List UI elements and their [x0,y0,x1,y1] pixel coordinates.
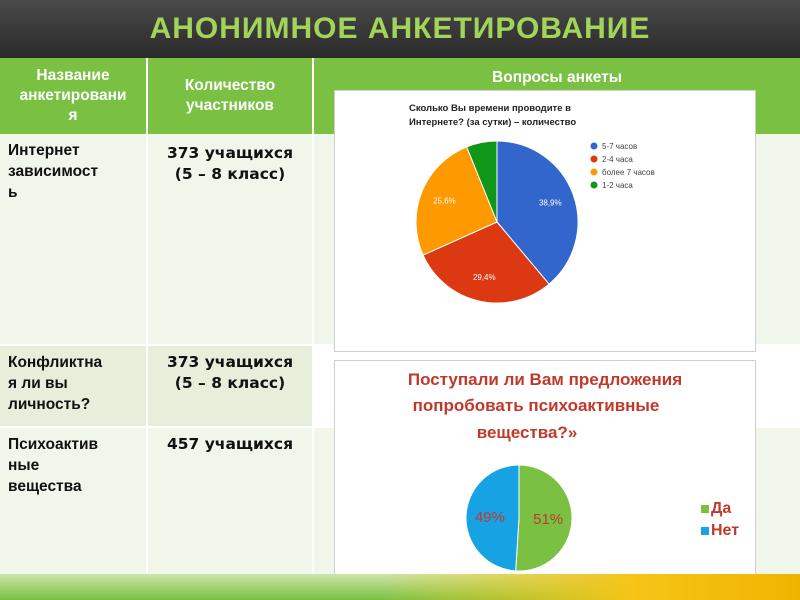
legend-marker [590,155,598,163]
legend-marker [701,527,709,535]
survey-name-line: ь [8,184,18,201]
legend-label: 5-7 часов [602,142,637,151]
pie-data-label: 38,9% [539,198,562,207]
chart-title: Сколько Вы времени проводите в [409,103,571,114]
pie-slice-0 [515,464,573,572]
header-name-column: Название анкетировани я [0,58,146,134]
header-count-column: Количество участников [148,58,312,134]
survey-name-line: Интернет [8,142,80,159]
legend-marker [701,505,709,513]
legend-label: Нет [711,522,739,539]
slide-title: АНОНИМНОЕ АНКЕТИРОВАНИЕ [149,12,651,45]
legend-marker [590,142,598,150]
row-divider [0,344,314,346]
header-count-line: участников [186,97,274,114]
participants-line: 373 учащихся [166,144,294,162]
header-questions-label: Вопросы анкеты [492,69,622,86]
header-name-line: я [68,107,78,124]
survey-name: Интернет зависимост ь [8,140,146,203]
participants-line: (5 – 8 класс) [174,374,286,392]
title-bar [0,0,800,58]
pie-slice-2 [415,146,498,256]
column-divider [146,58,148,574]
participants-line: 457 учащихся [166,435,294,453]
header-name-line: Название [36,67,110,84]
header-name-line: анкетировани [19,87,127,104]
survey-name-line: зависимост [8,163,99,180]
survey-name: Психоактив ные вещества [8,434,146,497]
legend-label: более 7 часов [602,168,655,177]
survey-name-line: Психоактив [8,436,99,453]
chart-title: Поступали ли Вам предложения [408,370,682,389]
participants-count: 457 учащихся [150,434,310,455]
survey-name-line: личность? [8,396,91,413]
pie-slice-3 [466,140,498,223]
pie-data-label: 29,4% [473,273,496,282]
table-row [0,346,314,426]
participants-line: (5 – 8 класс) [174,165,286,183]
pie-data-label: 49% [475,509,505,526]
survey-name-line: я ли вы [8,375,68,392]
chart-title: попробовать психоактивные [413,396,660,415]
legend-marker [590,168,598,176]
survey-name: Конфликтна я ли вы личность? [8,352,146,415]
footer-swoosh [380,574,800,600]
legend-label: 2-4 часа [602,155,633,164]
survey-name-line: Конфликтна [8,354,103,371]
pie-data-label: 25,6% [433,196,456,205]
chart-title: вещества?» [477,423,578,442]
internet-time-chart-card: Сколько Вы времени проводите в Интернете… [334,90,756,352]
participants-count: 373 учащихся (5 – 8 класс) [150,352,310,394]
column-divider [312,58,314,574]
pie-slice-0 [496,140,579,285]
pie-slice-1 [422,221,550,304]
header-count-line: Количество [184,77,276,94]
participants-line: 373 учащихся [166,353,294,371]
pie-slice-1 [465,464,520,572]
internet-time-pie-chart: Сколько Вы времени проводите в Интернете… [409,103,655,304]
legend-marker [590,181,598,189]
survey-name-line: вещества [8,478,82,495]
survey-name-line: ные [8,457,40,474]
legend-label: Да [711,500,731,517]
chart-title: Интернете? (за сутки) – количество [409,117,576,128]
participants-count: 373 учащихся (5 – 8 класс) [150,143,310,185]
psychoactive-chart-card: Поступали ли Вам предложения попробовать… [334,360,756,592]
pie-data-label: 51% [533,511,563,528]
legend-label: 1-2 часа [602,181,633,190]
psychoactive-pie-chart: Поступали ли Вам предложения попробовать… [408,370,739,572]
